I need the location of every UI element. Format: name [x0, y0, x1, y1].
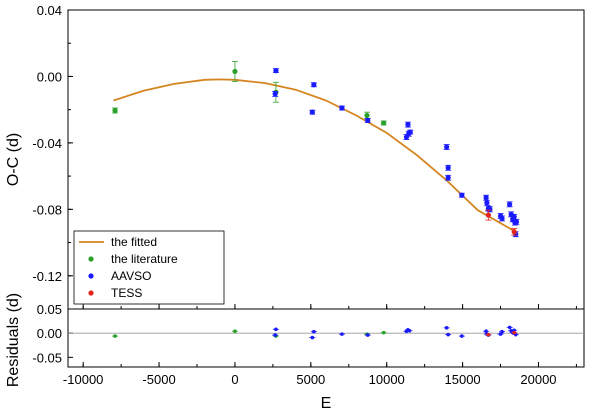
data-point — [407, 129, 413, 135]
residual-point — [340, 332, 344, 336]
x-tick-label: 5000 — [296, 372, 325, 387]
residual-point — [484, 329, 488, 334]
data-point — [273, 68, 279, 74]
x-tick-label: 0 — [231, 372, 238, 387]
data-point — [511, 229, 517, 235]
main-y-tick-label: -0.04 — [32, 136, 62, 151]
main-y-tick-label: -0.12 — [32, 269, 62, 284]
series-the-literature — [112, 61, 387, 126]
residual-series-tess — [485, 330, 518, 337]
data-point — [309, 109, 315, 115]
residual-point — [381, 330, 386, 335]
data-point — [445, 175, 451, 181]
residual-y-tick-label: -0.05 — [32, 350, 62, 365]
series-tess — [485, 209, 518, 236]
data-point — [232, 68, 238, 75]
fitted-curve — [113, 78, 517, 233]
x-tick-label: 15000 — [445, 372, 481, 387]
legend-label: the literature — [111, 252, 178, 266]
data-point — [365, 117, 371, 124]
data-point — [499, 215, 505, 222]
main-y-tick-label: 0.00 — [37, 69, 62, 84]
residual-point — [444, 326, 449, 330]
data-point — [459, 192, 465, 198]
residual-point — [113, 334, 117, 338]
residual-point — [407, 328, 412, 333]
x-tick-label: 10000 — [369, 372, 405, 387]
residual-y-tick-label: 0.05 — [37, 302, 62, 317]
data-point — [444, 144, 450, 150]
residual-panel: -0.05 0.00 0.05 -10000 -5000 0 5000 10000 15000 2… — [32, 302, 585, 387]
main-y-axis-title: O-C (d) — [5, 133, 22, 186]
residual-point — [460, 334, 464, 338]
data-point — [445, 165, 451, 171]
x-axis-title: E — [321, 395, 332, 412]
legend-label: TESS — [111, 286, 142, 300]
legend-box — [73, 230, 225, 305]
legend-dot-swatch — [88, 273, 94, 279]
data-point — [364, 112, 370, 119]
data-point — [112, 107, 118, 114]
x-tick-label: 20000 — [520, 372, 556, 387]
data-point — [511, 214, 517, 220]
data-point — [507, 201, 513, 207]
legend-dot-swatch — [88, 290, 94, 296]
data-point — [485, 212, 491, 218]
residual-y-axis-title: Residuals (d) — [5, 293, 22, 387]
legend-dot-swatch — [88, 256, 94, 262]
legend-label: the fitted — [111, 235, 157, 249]
data-point — [484, 200, 490, 206]
residual-series-the-literature — [112, 329, 387, 338]
data-point — [513, 219, 520, 225]
residual-point — [507, 325, 512, 330]
residual-series-aavso — [272, 325, 519, 340]
data-point — [381, 120, 387, 126]
x-tick-label: -5000 — [142, 372, 175, 387]
data-point — [272, 91, 278, 97]
data-point — [405, 122, 411, 128]
main-y-tick-label: -0.08 — [32, 202, 62, 217]
residual-point — [312, 329, 316, 334]
residual-point — [486, 332, 491, 337]
residual-point — [365, 333, 370, 337]
data-point — [311, 82, 317, 88]
legend-label: AAVSO — [111, 269, 151, 283]
residual-plot-frame — [67, 308, 585, 368]
residual-point — [273, 333, 277, 337]
residual-point — [233, 329, 237, 334]
data-point — [483, 195, 489, 201]
x-tick-label: -10000 — [63, 372, 103, 387]
main-panel: -0.12 -0.08 -0.04 0.00 0.04 — [32, 3, 585, 310]
residual-point — [512, 330, 516, 335]
residual-point — [310, 335, 315, 340]
residual-point — [500, 329, 504, 334]
data-point — [339, 105, 345, 111]
residual-y-tick-label: 0.00 — [37, 326, 62, 341]
residual-point — [446, 332, 450, 337]
series-aavso — [272, 68, 520, 238]
legend: the fitted the literature AAVSO TESS — [73, 230, 225, 305]
residual-point — [274, 327, 278, 332]
main-y-tick-label: 0.04 — [37, 3, 62, 18]
